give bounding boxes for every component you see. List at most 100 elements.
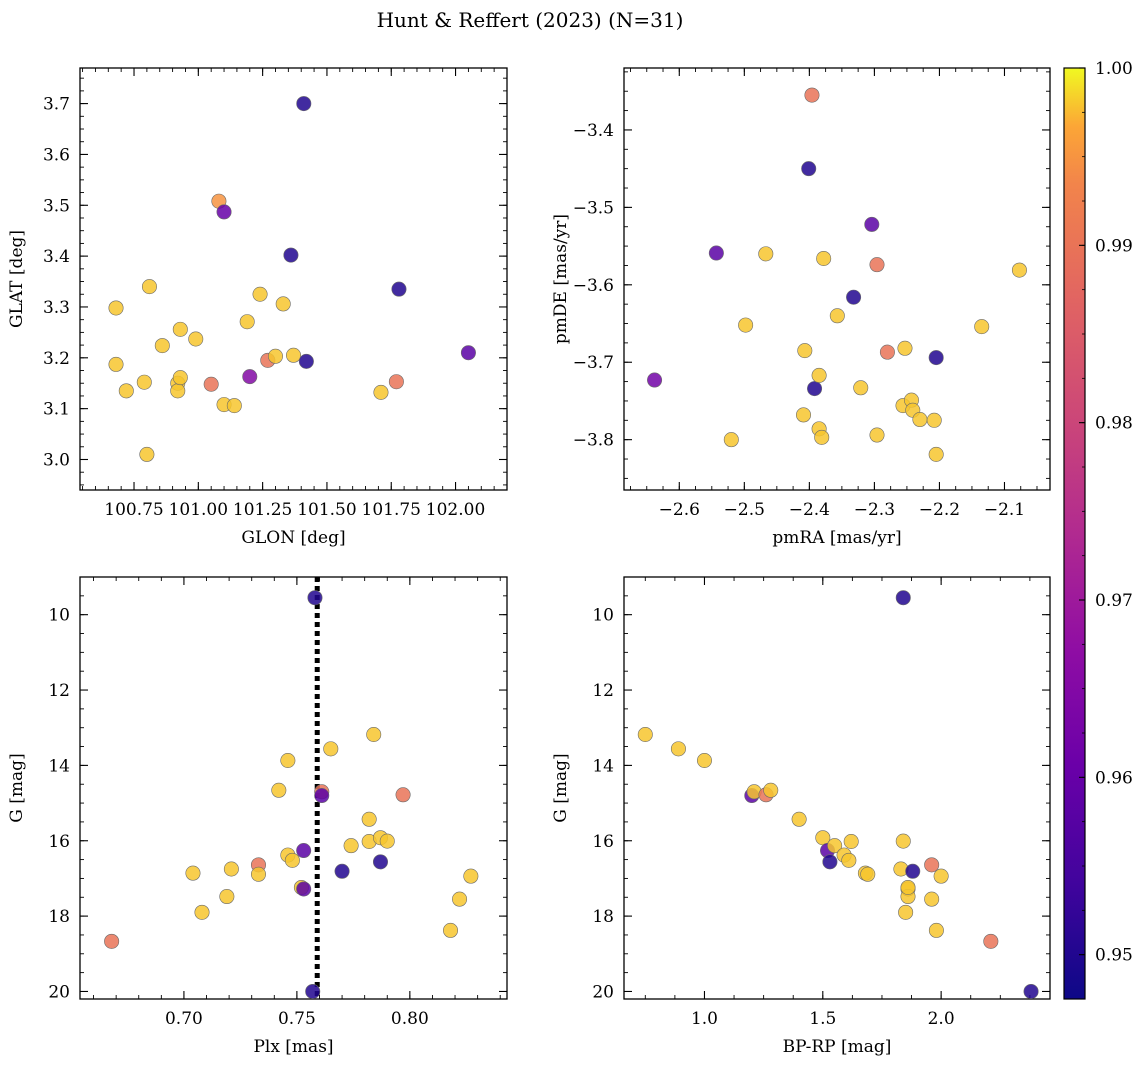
scatter-point <box>807 381 823 397</box>
panel-glon-glat: 100.75 101.00 101.25 101.50 101.75 102.00 3.0 3… <box>7 67 508 548</box>
scatter-point <box>829 308 845 324</box>
scatter-point <box>460 345 476 361</box>
y-tick-label: 3.1 <box>43 400 70 420</box>
scatter-point <box>203 376 219 392</box>
scatter-point <box>816 250 832 266</box>
scatter-point <box>391 281 407 297</box>
scatter-point <box>797 343 813 359</box>
scatter-point <box>194 904 210 920</box>
scatter-point <box>895 590 911 606</box>
scatter-point <box>933 868 949 884</box>
scatter-point <box>463 868 479 884</box>
scatter-point <box>924 891 940 907</box>
scatter-point <box>284 852 300 868</box>
scatter-point <box>188 331 204 347</box>
scatter-point <box>250 866 266 882</box>
scatter-point <box>637 726 653 742</box>
scatter-point <box>452 891 468 907</box>
scatter-point <box>314 788 330 804</box>
scatter-point <box>108 356 124 372</box>
y-tick-label: −3.5 <box>573 198 614 218</box>
x-tick-label: 101.75 <box>362 500 421 520</box>
scatter-point <box>271 782 287 798</box>
y-axis-label: G [mag] <box>551 753 571 822</box>
x-tick-label: −2.6 <box>659 500 700 520</box>
scatter-point <box>298 353 314 369</box>
scatter-point <box>136 374 152 390</box>
y-tick-label: 10 <box>48 606 70 626</box>
scatter-point <box>758 246 774 262</box>
figure-title: Hunt & Reffert (2023) (N=31) <box>377 8 684 32</box>
x-tick-label: 101.25 <box>233 500 292 520</box>
scatter-point <box>283 247 299 263</box>
scatter-point <box>897 340 913 356</box>
scatter-point <box>928 446 944 462</box>
scatter-point <box>723 432 739 448</box>
colorbar-tick-label: 0.95 <box>1095 946 1133 966</box>
scatter-point <box>223 861 239 877</box>
scatter-point <box>296 881 312 897</box>
scatter-point <box>334 863 350 879</box>
colorbar: 0.95 0.96 0.97 0.98 0.99 1.00 <box>1063 59 1133 1000</box>
colorbar-gradient <box>1063 67 1086 1000</box>
plot-frame <box>623 67 1051 491</box>
scatter-point <box>108 300 124 316</box>
x-tick-label: 1.5 <box>809 1009 836 1029</box>
y-tick-label: 10 <box>592 606 614 626</box>
x-tick-label: −2.5 <box>724 500 765 520</box>
scatter-point <box>827 838 843 854</box>
y-tick-label: 3.5 <box>43 196 70 216</box>
y-tick-label: 12 <box>48 681 70 701</box>
scatter-point <box>928 922 944 938</box>
y-axis-label: pmDE [mas/yr] <box>551 214 571 344</box>
y-tick-label: 14 <box>48 756 70 776</box>
x-tick-label: 101.50 <box>297 500 356 520</box>
scatter-point <box>216 204 232 220</box>
scatter-point <box>738 317 754 333</box>
y-tick-label: 3.7 <box>43 95 70 115</box>
scatter-point <box>170 383 186 399</box>
scatter-point <box>172 321 188 337</box>
scatter-point <box>869 427 885 443</box>
scatter-point <box>373 384 389 400</box>
scatter-point <box>1023 983 1039 999</box>
scatter-point <box>905 863 921 879</box>
y-tick-label: 18 <box>592 907 614 927</box>
scatter-point <box>843 834 859 850</box>
plot-frame <box>623 576 1051 1000</box>
x-axis-label: BP-RP [mag] <box>783 1037 892 1057</box>
scatter-point <box>864 216 880 232</box>
colorbar-tick-label: 0.97 <box>1095 591 1133 611</box>
scatter-point <box>647 372 663 388</box>
scatter-point <box>670 741 686 757</box>
y-tick-label: −3.4 <box>573 121 614 141</box>
panel-bprp-g: 1.0 1.5 2.0 10 12 14 16 18 20 BP-RP [mag] G [mag] <box>551 576 1051 1057</box>
x-tick-label: 0.80 <box>391 1009 429 1029</box>
plot-frame <box>79 576 508 1000</box>
colorbar-tick-label: 0.99 <box>1095 236 1133 256</box>
x-tick-label: 102.00 <box>426 500 485 520</box>
scatter-point <box>900 879 916 895</box>
y-tick-label: 20 <box>592 982 614 1002</box>
scatter-point <box>1011 262 1027 278</box>
y-tick-label: 16 <box>592 832 614 852</box>
x-tick-label: 0.70 <box>165 1009 203 1029</box>
scatter-point <box>242 369 258 385</box>
y-tick-label: 20 <box>48 982 70 1002</box>
scatter-point <box>305 983 321 999</box>
y-tick-label: 18 <box>48 907 70 927</box>
scatter-point <box>239 314 255 330</box>
scatter-point <box>296 843 312 859</box>
y-tick-label: 3.0 <box>43 450 70 470</box>
y-tick-label: 12 <box>592 681 614 701</box>
x-tick-label: 100.75 <box>104 500 163 520</box>
scatter-point <box>708 245 724 261</box>
scatter-point <box>895 833 911 849</box>
scatter-point <box>804 87 820 103</box>
scatter-point <box>361 811 377 827</box>
scatter-point <box>796 407 812 423</box>
scatter-point <box>898 904 914 920</box>
y-axis-label: G [mag] <box>7 753 27 822</box>
scatter-point <box>983 933 999 949</box>
